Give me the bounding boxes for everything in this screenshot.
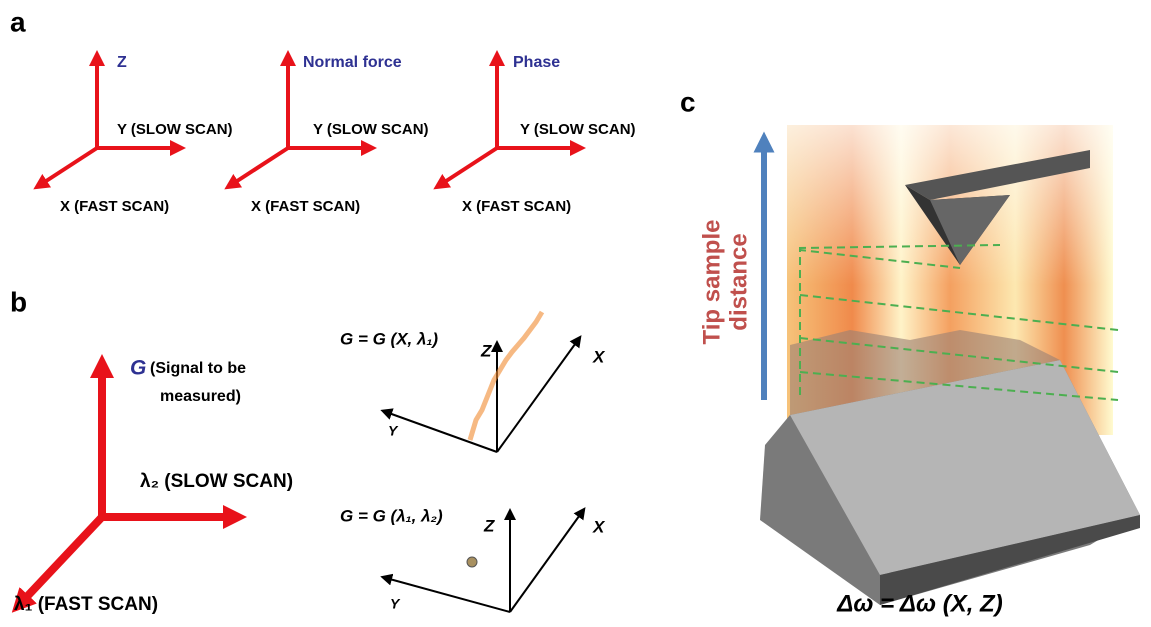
equation: G = G (λ₁, λ₂) xyxy=(340,506,443,525)
equation: Δω = Δω (X, Z) xyxy=(836,590,1002,617)
panel-label: b xyxy=(10,286,27,317)
annotation: (Signal to be xyxy=(150,360,246,377)
plot: G = G (X, λ₁) Z X Y xyxy=(340,312,606,452)
axis-label: Phase xyxy=(513,54,560,71)
axis-label: Z xyxy=(480,341,492,360)
axis-label: X (FAST SCAN) xyxy=(251,198,360,215)
equation: G = G (X, λ₁) xyxy=(340,329,438,348)
axis-label: X (FAST SCAN) xyxy=(60,198,169,215)
axis-label: λ₂ (SLOW SCAN) xyxy=(140,471,293,492)
plot: G = G (λ₁, λ₂) Z X Y xyxy=(340,506,606,612)
panel-label: a xyxy=(10,6,26,37)
axes: Phase Y (SLOW SCAN) X (FAST SCAN) xyxy=(440,54,636,215)
axis-label: Tip sample xyxy=(698,220,725,345)
axis-label: Y xyxy=(388,423,399,439)
afm-illustration xyxy=(760,125,1140,605)
axis-label: distance xyxy=(725,233,752,330)
panel-label: c xyxy=(680,86,696,117)
annotation: measured) xyxy=(160,388,241,405)
axis-label: X xyxy=(592,347,606,366)
axis-label: G xyxy=(130,357,146,380)
axis-label: X (FAST SCAN) xyxy=(462,198,571,215)
axes: Normal force Y (SLOW SCAN) X (FAST SCAN) xyxy=(231,54,429,215)
axes: Z Y (SLOW SCAN) X (FAST SCAN) xyxy=(40,54,233,215)
axis-label: Y (SLOW SCAN) xyxy=(313,121,429,138)
axis-label: Z xyxy=(117,54,127,71)
axis-label: Z xyxy=(483,516,495,535)
axis-label: λ₁ (FAST SCAN) xyxy=(14,594,158,615)
axis-label: Normal force xyxy=(303,54,402,71)
figure: a Z Y (SLOW SCAN) X (FAST SCAN) Normal f… xyxy=(0,0,1151,627)
point xyxy=(467,557,477,567)
axis-label: Y xyxy=(390,596,401,612)
axis-label: X xyxy=(592,517,606,536)
axis-label: Y (SLOW SCAN) xyxy=(520,121,636,138)
axis-label: Y (SLOW SCAN) xyxy=(117,121,233,138)
